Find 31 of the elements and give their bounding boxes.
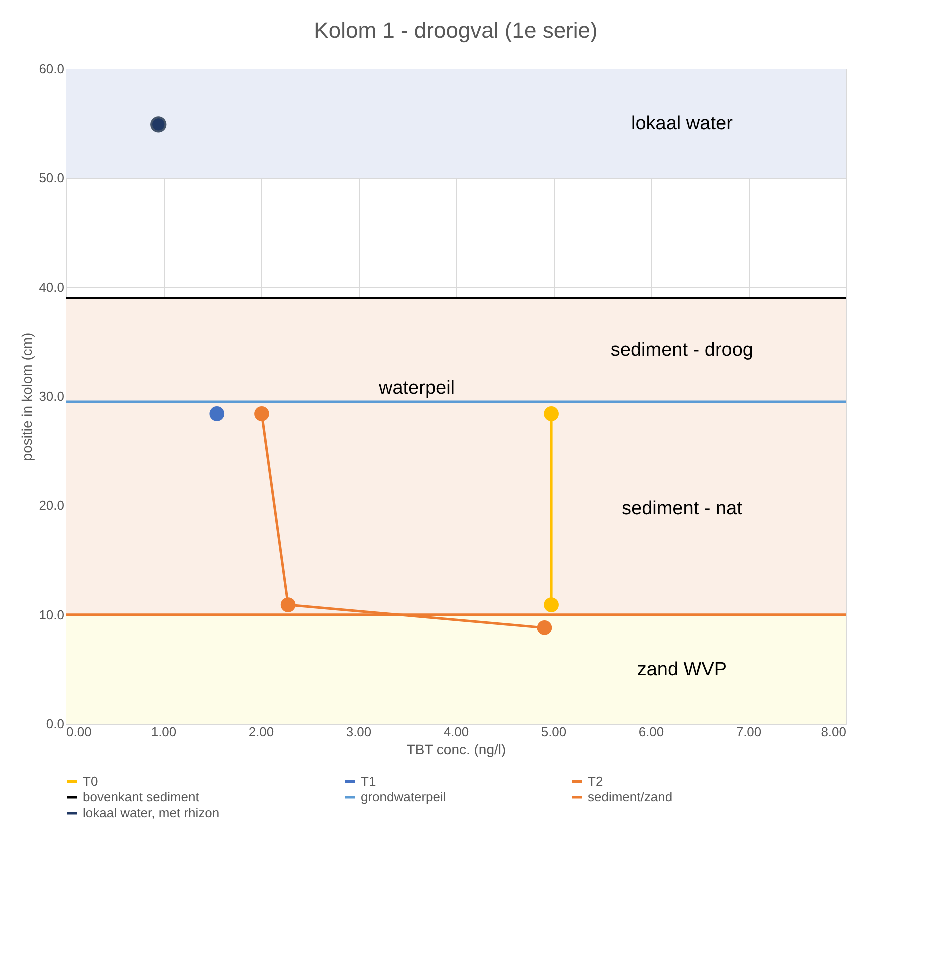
y-tick-label: 40.0: [39, 280, 64, 295]
legend-label: lokaal water, met rhizon: [83, 806, 220, 820]
legend-label: T1: [361, 774, 376, 789]
y-tick-label: 0.0: [46, 716, 64, 732]
band-label: sediment - droog: [610, 340, 754, 362]
band-label: lokaal water: [632, 114, 734, 135]
band-label: sediment - nat: [622, 498, 744, 520]
x-tick-label: 1.00: [151, 724, 177, 740]
x-tick-label: 3.00: [346, 724, 372, 740]
annotation: waterpeil: [378, 378, 456, 399]
y-tick-label: 60.0: [39, 62, 64, 76]
x-tick-label: 2.00: [248, 724, 274, 740]
y-tick-label: 20.0: [39, 498, 64, 514]
legend-label: sediment/zand: [588, 790, 673, 804]
y-tick-label: 30.0: [39, 389, 64, 404]
x-tick-label: 7.00: [736, 724, 762, 740]
y-tick-label: 10.0: [39, 607, 64, 622]
x-tick-label: 6.00: [638, 724, 664, 740]
x-tick-label: 4.00: [444, 724, 470, 740]
legend-label: T2: [588, 774, 604, 789]
chart-title: Kolom 1 - droogval (1e serie): [314, 18, 598, 43]
x-tick-label: 5.00: [541, 724, 567, 740]
legend-label: grondwaterpeil: [361, 790, 446, 804]
legend-label: bovenkant sediment: [83, 790, 200, 804]
legend-label: T0: [83, 774, 98, 789]
x-axis-title: TBT conc. (ng/l): [406, 742, 506, 758]
y-axis-title: positie in kolom (cm): [19, 332, 36, 462]
y-tick-label: 50.0: [39, 170, 64, 186]
band-label: zand WVP: [637, 659, 728, 680]
x-tick-label: 0.00: [66, 724, 92, 740]
x-tick-label: 8.00: [821, 724, 846, 740]
